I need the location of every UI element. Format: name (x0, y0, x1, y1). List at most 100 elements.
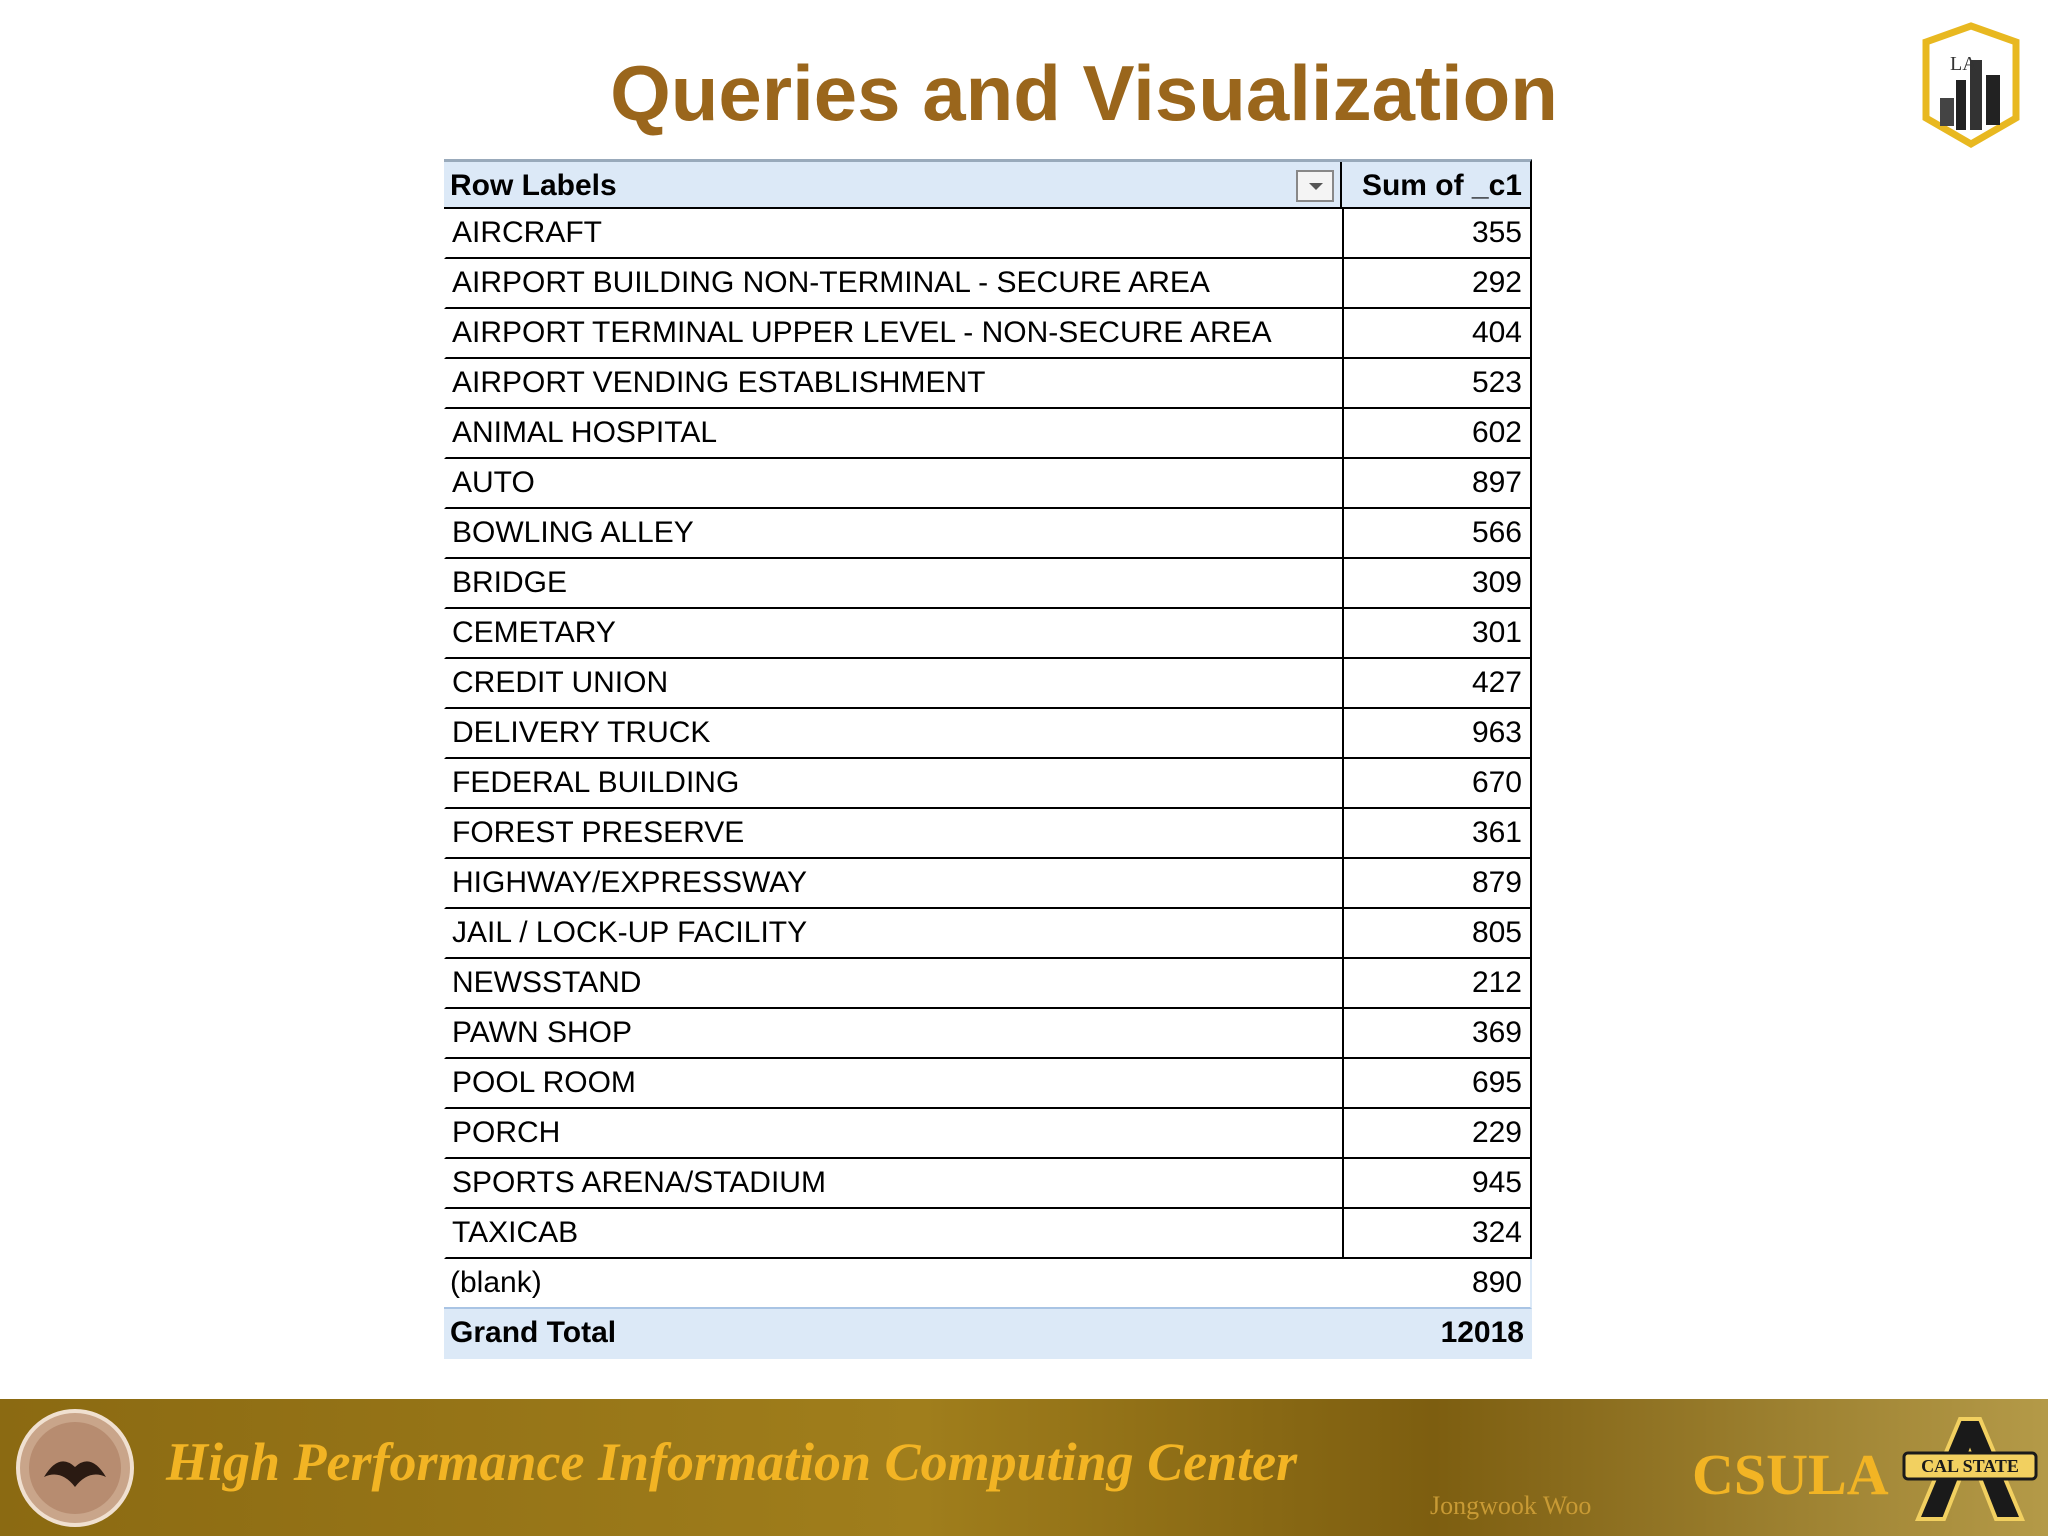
row-label: TAXICAB (452, 1216, 579, 1249)
row-label: NEWSSTAND (452, 966, 642, 999)
logo-text: CAL STATE (1921, 1456, 2019, 1476)
header-row: Row Labels Sum of _c1 (444, 159, 1532, 209)
pivot-table: Row Labels Sum of _c1 AIRCRAFT 355 AIRPORT B… (444, 159, 1532, 1359)
table-row: TAXICAB 324 (444, 1209, 1532, 1259)
row-value: 301 (1471, 616, 1522, 649)
row-value: 355 (1471, 216, 1522, 249)
row-value: 566 (1471, 516, 1522, 549)
logo-building (1940, 98, 1954, 126)
row-label: (blank) (450, 1266, 542, 1299)
row-label: JAIL / LOCK-UP FACILITY (452, 916, 808, 949)
top-logo: LA (1922, 22, 2020, 149)
column-divider (1342, 809, 1344, 857)
logo-building (1956, 80, 1966, 130)
column-divider (1342, 759, 1344, 807)
seal-bird (44, 1461, 106, 1487)
column-divider (1342, 1209, 1344, 1257)
row-value: 369 (1471, 1016, 1522, 1049)
row-label: AIRPORT TERMINAL UPPER LEVEL - NON-SECUR… (452, 316, 1272, 349)
row-label: SPORTS ARENA/STADIUM (452, 1166, 826, 1199)
column-divider (1342, 359, 1344, 407)
logo-building (1970, 60, 1982, 130)
row-label: BOWLING ALLEY (452, 516, 694, 549)
table-row: JAIL / LOCK-UP FACILITY 805 (444, 909, 1532, 959)
row-value: 292 (1471, 266, 1522, 299)
row-value: 602 (1471, 416, 1522, 449)
row-value: 361 (1471, 816, 1522, 849)
row-label: DELIVERY TRUCK (452, 716, 711, 749)
row-label: HIGHWAY/EXPRESSWAY (452, 866, 808, 899)
column-divider (1342, 1059, 1344, 1107)
table-row: DELIVERY TRUCK 963 (444, 709, 1532, 759)
footer-author: Jongwook Woo (1430, 1491, 1592, 1520)
table-row: NEWSSTAND 212 (444, 959, 1532, 1009)
row-value: 229 (1471, 1116, 1522, 1149)
footer-bar: High Performance Information Computing C… (0, 1399, 2048, 1536)
column-divider (1342, 259, 1344, 307)
table-row: CEMETARY 301 (444, 609, 1532, 659)
table-row: AIRPORT BUILDING NON-TERMINAL - SECURE A… (444, 259, 1532, 309)
row-value: 897 (1471, 466, 1522, 499)
table-row: PAWN SHOP 369 (444, 1009, 1532, 1059)
row-value: 695 (1471, 1066, 1522, 1099)
row-value: 890 (1471, 1266, 1522, 1299)
logo-building (1986, 75, 2000, 125)
table-row: BRIDGE 309 (444, 559, 1532, 609)
row-value: 427 (1471, 666, 1522, 699)
column-header: Sum of _c1 (1361, 169, 1522, 202)
row-label: AUTO (452, 466, 535, 499)
table-row: AIRCRAFT 355 (444, 209, 1532, 259)
column-divider (1342, 509, 1344, 557)
total-label: Grand Total (450, 1316, 617, 1349)
row-label: FOREST PRESERVE (452, 816, 745, 849)
column-divider (1342, 1159, 1344, 1207)
row-label: PORCH (452, 1116, 561, 1149)
total-row: Grand Total 12018 (444, 1309, 1532, 1359)
row-value: 324 (1471, 1216, 1522, 1249)
column-divider (1342, 659, 1344, 707)
table-row: POOL ROOM 695 (444, 1059, 1532, 1109)
table-row: FEDERAL BUILDING 670 (444, 759, 1532, 809)
table-row: FOREST PRESERVE 361 (444, 809, 1532, 859)
row-value: 879 (1471, 866, 1522, 899)
row-label: CREDIT UNION (452, 666, 669, 699)
row-value: 945 (1471, 1166, 1522, 1199)
column-divider (1342, 459, 1344, 507)
footer-brand: CSULA (1692, 1442, 1889, 1507)
column-divider (1342, 909, 1344, 957)
row-value: 309 (1471, 566, 1522, 599)
row-label: AIRCRAFT (452, 216, 602, 249)
row-label: ANIMAL HOSPITAL (452, 416, 718, 449)
column-divider (1342, 559, 1344, 607)
row-label: FEDERAL BUILDING (452, 766, 740, 799)
column-divider (1342, 859, 1344, 907)
row-value: 523 (1471, 366, 1522, 399)
row-value: 805 (1471, 916, 1522, 949)
row-value: 963 (1471, 716, 1522, 749)
table-row: PORCH 229 (444, 1109, 1532, 1159)
row-label: POOL ROOM (452, 1066, 636, 1099)
table-row: BOWLING ALLEY 566 (444, 509, 1532, 559)
column-divider (1342, 709, 1344, 757)
filter-dropdown[interactable] (1296, 170, 1334, 202)
calstate-logo: CAL STATE (1902, 1417, 2038, 1521)
table-row: SPORTS ARENA/STADIUM 945 (444, 1159, 1532, 1209)
column-divider (1342, 959, 1344, 1007)
row-label: PAWN SHOP (452, 1016, 633, 1049)
table-row: (blank) 890 (444, 1259, 1532, 1309)
column-divider (1342, 309, 1344, 357)
row-label: AIRPORT BUILDING NON-TERMINAL - SECURE A… (452, 266, 1210, 299)
column-divider (1342, 1109, 1344, 1157)
row-value: 404 (1471, 316, 1522, 349)
column-divider (1342, 409, 1344, 457)
row-label: BRIDGE (452, 566, 568, 599)
row-label: CEMETARY (452, 616, 616, 649)
column-divider (1342, 209, 1344, 257)
column-divider (1340, 162, 1342, 207)
table-row: HIGHWAY/EXPRESSWAY 879 (444, 859, 1532, 909)
footer-center-name: High Performance Information Computing C… (166, 1432, 1298, 1492)
logo-banner (1902, 1451, 2038, 1481)
footer-seal (16, 1409, 134, 1527)
table-row: CREDIT UNION 427 (444, 659, 1532, 709)
